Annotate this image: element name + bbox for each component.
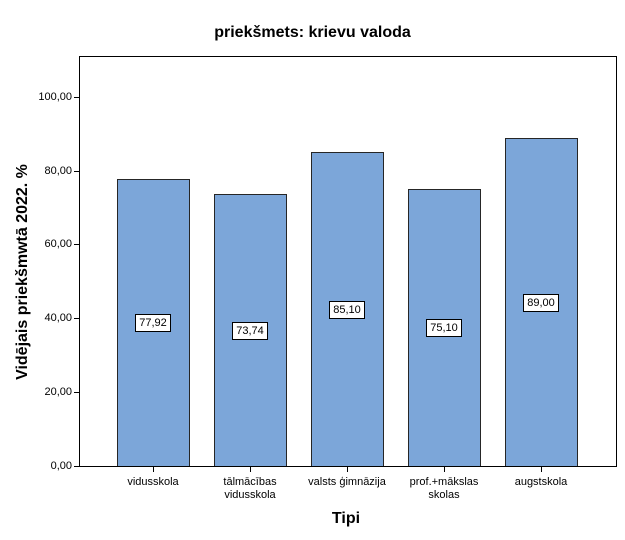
bar-value-label: 85,10	[329, 300, 365, 319]
bar-value-label: 89,00	[523, 293, 559, 312]
x-tick-label-line: augstskola	[514, 476, 568, 488]
chart-title: priekšmets: krievu valoda	[214, 24, 411, 41]
y-tick-label: 0,00	[50, 459, 72, 472]
y-tick-mark	[74, 391, 80, 393]
bar: 85,10	[310, 152, 384, 466]
x-tick-label: tālmācības vidusskola	[195, 476, 305, 502]
y-tick-label: 100,00	[38, 91, 72, 104]
x-tick-label-line: valsts ģimnāzija	[308, 476, 386, 488]
y-tick-label: 60,00	[44, 238, 72, 251]
bar: 89,00	[504, 138, 578, 466]
bar-value-label: 75,10	[426, 319, 462, 338]
x-tick-label-line: prof.+mākslas	[409, 476, 479, 488]
bar-value-label: 77,92	[135, 313, 171, 332]
x-tick-mark	[540, 466, 542, 472]
y-tick-label: 20,00	[44, 385, 72, 398]
y-tick-mark	[74, 465, 80, 467]
plot-area: 0,00 20,00 40,00 60,00 80,00 100,00 77,92 vidus…	[38, 56, 617, 501]
x-tick-mark	[249, 466, 251, 472]
x-tick-label: augstskola	[486, 476, 596, 489]
x-tick-mark	[346, 466, 348, 472]
bar: 73,74	[213, 194, 287, 466]
x-tick-label-line: vidusskola	[127, 476, 179, 488]
y-tick-mark	[74, 170, 80, 172]
x-tick-mark	[443, 466, 445, 472]
x-tick-mark	[152, 466, 154, 472]
x-tick-label-line: skolas	[428, 489, 460, 501]
x-tick-label: prof.+mākslas skolas	[389, 476, 499, 502]
y-tick-mark	[74, 97, 80, 99]
y-tick-mark	[74, 318, 80, 320]
y-tick-label: 80,00	[44, 164, 72, 177]
bar: 75,10	[407, 189, 481, 466]
y-tick-mark	[74, 244, 80, 246]
y-tick-label: 40,00	[44, 312, 72, 325]
bar: 77,92	[116, 178, 190, 466]
x-axis-title: Tipi	[331, 510, 361, 527]
x-tick-label-line: tālmācības	[223, 476, 277, 488]
x-tick-label-line: vidusskola	[224, 489, 276, 501]
x-tick-label: vidusskola	[98, 476, 208, 489]
bar-value-label: 73,74	[232, 321, 268, 340]
x-tick-label: valsts ģimnāzija	[292, 476, 402, 489]
y-axis-title: Vidējais priekšmwtā 2022. %	[14, 164, 31, 380]
